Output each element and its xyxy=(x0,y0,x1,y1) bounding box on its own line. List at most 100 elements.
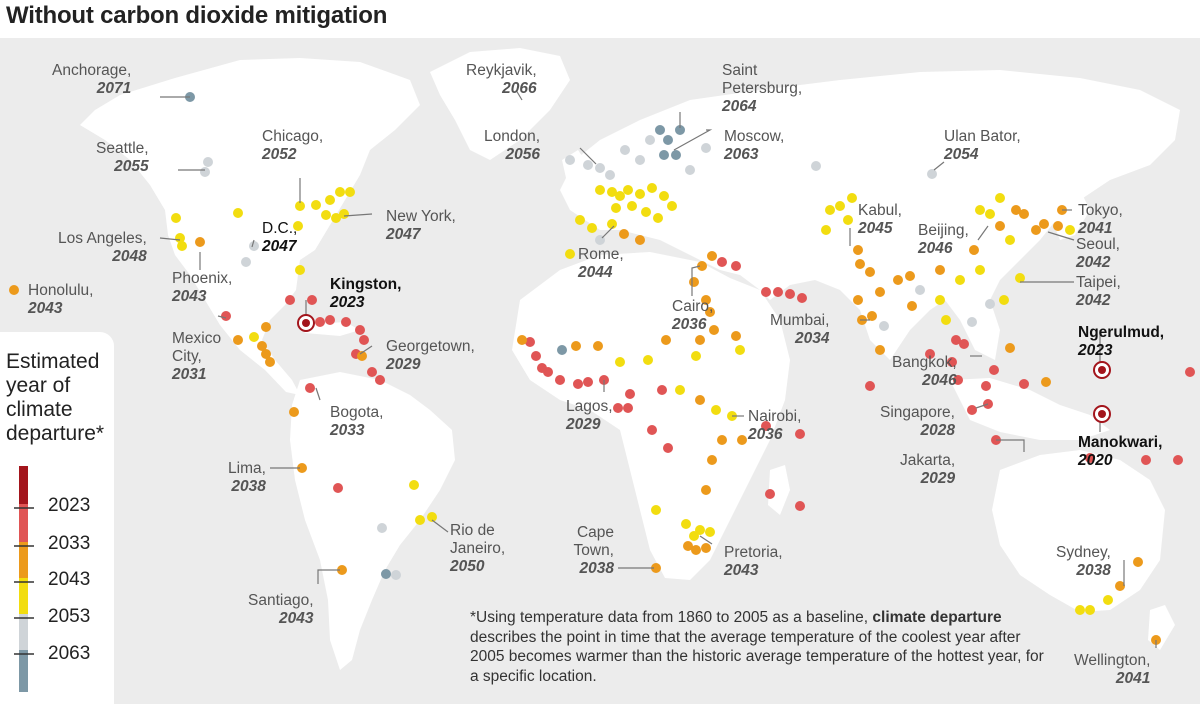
leader-line xyxy=(699,535,713,545)
south-america-land xyxy=(290,372,455,670)
city-label-kabul: Kabul, 2045 xyxy=(858,202,902,237)
city-dot xyxy=(645,135,655,145)
city-dot xyxy=(765,489,775,499)
city-dot xyxy=(1053,221,1063,231)
highlight-dot xyxy=(1098,366,1106,374)
city-dot xyxy=(941,315,951,325)
city-dot xyxy=(735,345,745,355)
city-dot xyxy=(1065,225,1075,235)
city-dot xyxy=(627,201,637,211)
city-dot xyxy=(339,209,349,219)
city-dot xyxy=(653,213,663,223)
city-dot xyxy=(865,381,875,391)
city-label-wellington: Wellington, 2041 xyxy=(1074,652,1151,687)
city-dot xyxy=(355,325,365,335)
city-dot xyxy=(655,125,665,135)
city-dot xyxy=(221,311,231,321)
city-label-seattle: Seattle, 2055 xyxy=(96,140,149,175)
city-dot xyxy=(261,349,271,359)
city-dot xyxy=(565,155,575,165)
city-dot xyxy=(717,435,727,445)
city-label-mexico-city: Mexico City, 2031 xyxy=(172,330,222,383)
city-dot xyxy=(953,375,963,385)
city-dot xyxy=(761,287,771,297)
city-dot xyxy=(641,207,651,217)
city-dot xyxy=(659,191,669,201)
city-dot xyxy=(1133,557,1143,567)
city-dot xyxy=(615,191,625,201)
city-dot xyxy=(593,341,603,351)
city-label-ulan-bator: Ulan Bator, 2054 xyxy=(944,128,1021,163)
city-dot xyxy=(935,265,945,275)
city-dot xyxy=(951,335,961,345)
city-dot xyxy=(795,429,805,439)
city-dot xyxy=(325,315,335,325)
city-dot xyxy=(1075,605,1085,615)
city-dot xyxy=(607,219,617,229)
legend-band xyxy=(19,504,28,542)
city-dot xyxy=(595,163,605,173)
city-dot xyxy=(975,205,985,215)
leader-line xyxy=(579,147,597,165)
city-dot xyxy=(843,215,853,225)
city-dot xyxy=(999,295,1009,305)
city-label-moscow: Moscow, 2063 xyxy=(724,128,785,163)
city-dot xyxy=(975,265,985,275)
city-dot xyxy=(651,505,661,515)
city-dot xyxy=(717,257,727,267)
legend-band xyxy=(19,650,28,692)
highlight-dot xyxy=(302,319,310,327)
city-dot xyxy=(537,363,547,373)
city-dot xyxy=(1115,581,1125,591)
city-dot xyxy=(989,365,999,375)
city-label-bangkok: Bangkok, 2046 xyxy=(892,354,957,389)
city-dot xyxy=(681,519,691,529)
city-dot xyxy=(935,295,945,305)
city-dot xyxy=(705,527,715,537)
city-label-jakarta: Jakarta, 2029 xyxy=(900,452,956,487)
city-dot xyxy=(967,405,977,415)
city-dot xyxy=(531,351,541,361)
city-dot xyxy=(297,463,307,473)
city-dot xyxy=(565,249,575,259)
city-dot xyxy=(643,355,653,365)
city-dot xyxy=(321,210,331,220)
city-dot xyxy=(835,201,845,211)
city-dot xyxy=(233,208,243,218)
city-label-dc: D.C., 2047 xyxy=(262,220,298,255)
city-dot xyxy=(409,480,419,490)
city-dot xyxy=(685,165,695,175)
map-title: Without carbon dioxide mitigation xyxy=(6,2,388,29)
city-dot xyxy=(623,403,633,413)
leader-line xyxy=(1047,231,1075,241)
city-dot xyxy=(675,125,685,135)
legend-tick-2033: 2033 xyxy=(48,533,91,554)
city-dot xyxy=(647,425,657,435)
city-dot xyxy=(671,150,681,160)
city-dot xyxy=(785,289,795,299)
leader-line xyxy=(359,345,373,355)
city-dot xyxy=(985,209,995,219)
africa-land xyxy=(512,252,790,580)
city-dot xyxy=(695,395,705,405)
leader-line xyxy=(217,315,227,319)
legend-title: Estimated year of climate departure* xyxy=(6,350,105,445)
city-dot xyxy=(691,351,701,361)
city-dot xyxy=(737,435,747,445)
city-label-rio-de-janeiro: Rio de Janeiro, 2050 xyxy=(450,522,506,575)
legend-band xyxy=(19,466,28,504)
city-dot xyxy=(635,235,645,245)
city-dot xyxy=(573,379,583,389)
leader-line xyxy=(691,265,701,296)
city-label-santiago: Santiago, 2043 xyxy=(248,592,314,627)
city-dot xyxy=(731,331,741,341)
city-dot xyxy=(795,501,805,511)
city-dot xyxy=(657,385,667,395)
city-dot xyxy=(701,543,711,553)
city-dot xyxy=(367,367,377,377)
city-dot xyxy=(307,295,317,305)
city-dot xyxy=(995,193,1005,203)
city-dot xyxy=(915,285,925,295)
city-dot xyxy=(261,322,271,332)
city-label-los-angeles: Los Angeles, 2048 xyxy=(58,230,147,265)
